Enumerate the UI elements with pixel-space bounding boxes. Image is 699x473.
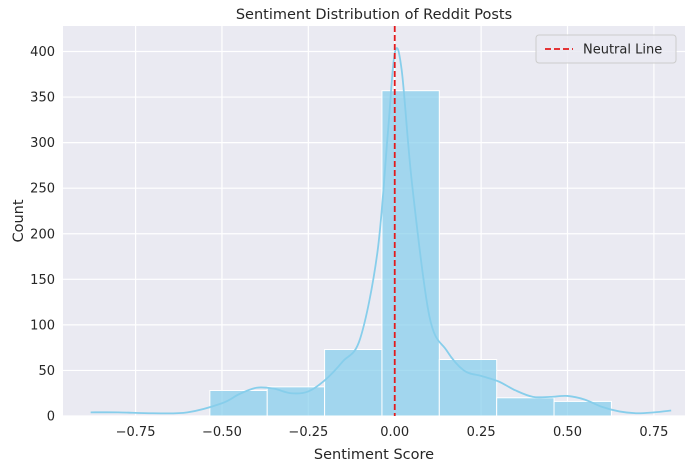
x-tick-label-1: −0.50 <box>202 425 242 440</box>
histogram-bar-4 <box>438 359 498 417</box>
histogram-bars <box>209 90 612 417</box>
y-tick-label-3: 150 <box>30 273 55 288</box>
x-axis-label: Sentiment Score <box>314 447 434 463</box>
chart-title: Sentiment Distribution of Reddit Posts <box>236 7 512 23</box>
y-tick-label-7: 350 <box>30 91 55 106</box>
histogram-bar-2 <box>324 348 383 417</box>
x-tick-label-5: 0.50 <box>553 425 582 440</box>
y-tick-label-2: 100 <box>30 318 55 333</box>
y-tick-label-4: 200 <box>30 227 55 242</box>
x-tick-label-0: −0.75 <box>116 425 156 440</box>
histogram-bar-6 <box>553 400 612 417</box>
histogram-bar-3 <box>381 90 440 417</box>
histogram-bar-5 <box>496 397 555 417</box>
x-tick-label-4: 0.25 <box>467 425 496 440</box>
y-tick-label-1: 50 <box>38 364 55 379</box>
y-tick-label-5: 250 <box>30 182 55 197</box>
x-tick-label-3: 0.00 <box>380 425 409 440</box>
kde-curve <box>90 47 672 415</box>
legend-box <box>535 34 677 64</box>
y-axis-label: Count <box>11 199 27 242</box>
x-tick-label-6: 0.75 <box>639 425 668 440</box>
y-tick-label-0: 0 <box>47 410 55 425</box>
x-axis-ticks: −0.75 −0.50 −0.25 0.00 0.25 0.50 0.75 <box>116 425 669 440</box>
y-tick-label-6: 300 <box>30 136 55 151</box>
x-tick-label-2: −0.25 <box>288 425 328 440</box>
histogram-bar-1 <box>266 386 326 417</box>
y-axis-ticks: 0 50 100 150 200 250 300 350 400 <box>30 45 55 424</box>
legend: Neutral Line <box>535 34 677 64</box>
y-tick-label-8: 400 <box>30 45 55 60</box>
legend-label-neutral-line: Neutral Line <box>583 43 662 58</box>
